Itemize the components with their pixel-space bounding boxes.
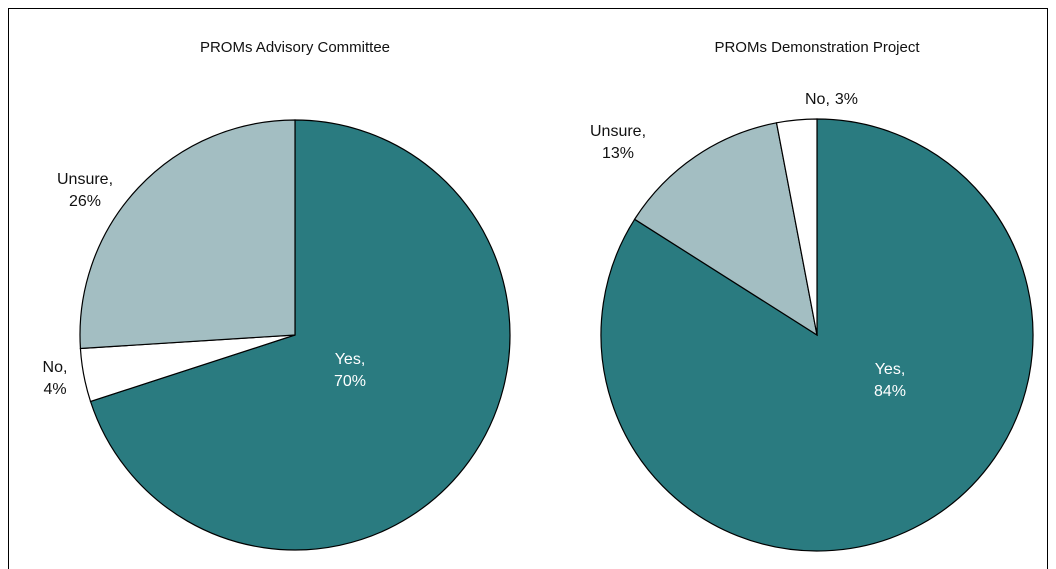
slice-category: Yes, <box>335 351 366 368</box>
slice-category: No, <box>805 91 830 108</box>
slice-value: 4% <box>43 381 66 398</box>
slice-label: Yes, 84% <box>874 361 906 400</box>
slice-value: 84% <box>874 383 906 400</box>
slice-category: Unsure, <box>57 171 113 188</box>
chart-title: PROMs Advisory Committee <box>200 39 390 56</box>
slice-label: Unsure, 26% <box>57 171 113 210</box>
slice-value: 3% <box>835 91 858 108</box>
slice-value: 70% <box>334 373 366 390</box>
slice-category: Unsure, <box>590 123 646 140</box>
pie-slice <box>79 119 296 350</box>
pie-slice <box>89 119 511 551</box>
slice-value: 13% <box>602 145 634 162</box>
slice-category: No, <box>43 359 68 376</box>
pie-slice <box>775 118 818 336</box>
chart-title: PROMs Demonstration Project <box>714 39 920 56</box>
slice-category: Yes, <box>875 361 906 378</box>
frame <box>8 8 1048 569</box>
pie-slice <box>633 122 818 337</box>
slice-label: Yes, 70% <box>334 351 366 390</box>
slice-value: 26% <box>69 193 101 210</box>
slice-label: No, 4% <box>43 359 68 398</box>
slice-label: Unsure, 13% <box>590 123 646 162</box>
slice-label: No, 3% <box>805 91 858 108</box>
